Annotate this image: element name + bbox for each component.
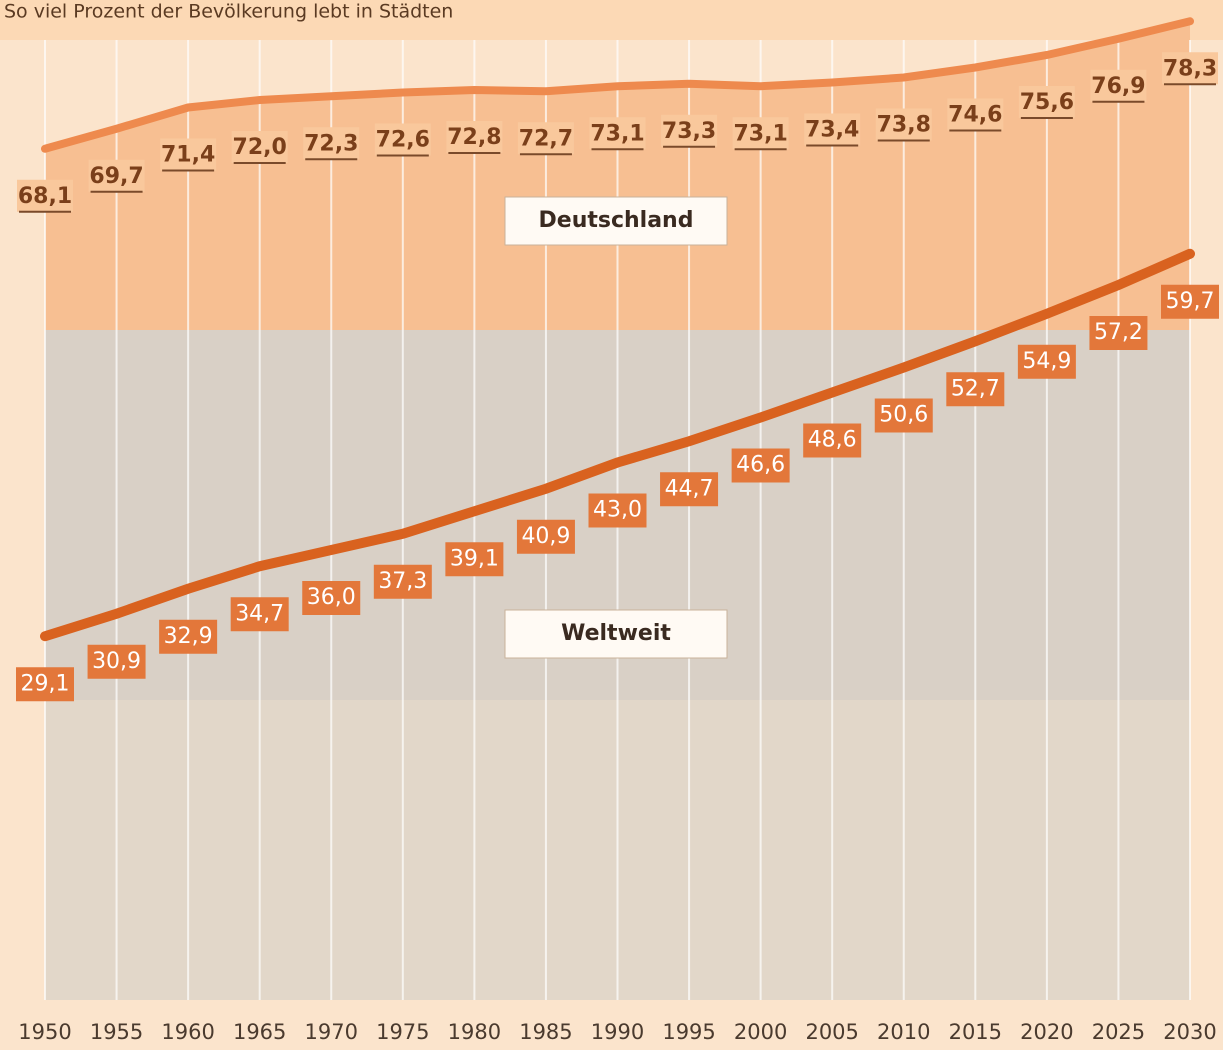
page: {"chart_data": {"type": "line", "subtitl… — [0, 0, 1223, 1050]
value-label: 30,9 — [92, 649, 141, 674]
x-tick-label: 1990 — [591, 1020, 644, 1044]
value-label: 71,4 — [161, 143, 215, 168]
value-label: 72,6 — [376, 128, 430, 153]
value-label: 76,9 — [1091, 74, 1145, 99]
value-label: 54,9 — [1022, 349, 1071, 374]
value-label: 46,6 — [736, 453, 785, 478]
x-tick-label: 1970 — [305, 1020, 358, 1044]
x-tick-label: 1995 — [662, 1020, 715, 1044]
value-label: 29,1 — [21, 671, 70, 696]
value-label: 68,1 — [18, 184, 72, 209]
value-label: 44,7 — [665, 476, 714, 501]
value-label: 75,6 — [1020, 90, 1074, 115]
value-label: 72,8 — [447, 125, 501, 150]
value-label: 36,0 — [307, 585, 356, 610]
value-label: 73,8 — [877, 113, 931, 138]
chart-subtitle: So viel Prozent der Bevölkerung lebt in … — [4, 1, 453, 23]
value-label: 48,6 — [808, 428, 857, 453]
value-label: 52,7 — [951, 376, 1000, 401]
value-label: 72,0 — [233, 135, 287, 160]
x-tick-label: 1960 — [161, 1020, 214, 1044]
value-label: 50,6 — [879, 403, 928, 428]
value-label: 43,0 — [593, 498, 642, 523]
value-label: 72,3 — [304, 131, 358, 156]
value-label: 37,3 — [378, 569, 427, 594]
x-tick-label: 2030 — [1163, 1020, 1216, 1044]
x-tick-label: 2015 — [949, 1020, 1002, 1044]
x-tick-label: 2020 — [1020, 1020, 1073, 1044]
x-tick-label: 1975 — [376, 1020, 429, 1044]
x-tick-label: 1955 — [90, 1020, 143, 1044]
x-tick-label: 1950 — [18, 1020, 71, 1044]
chart: So viel Prozent der Bevölkerung lebt in … — [0, 0, 1223, 1050]
x-tick-label: 1965 — [233, 1020, 286, 1044]
value-label: 73,3 — [662, 119, 716, 144]
x-tick-label: 1980 — [448, 1020, 501, 1044]
x-tick-label: 2000 — [734, 1020, 787, 1044]
x-tick-label: 2010 — [877, 1020, 930, 1044]
value-label: 73,1 — [590, 121, 644, 146]
value-label: 40,9 — [521, 524, 570, 549]
x-tick-label: 2005 — [805, 1020, 858, 1044]
legend-label: Weltweit — [561, 621, 671, 646]
value-label: 59,7 — [1166, 289, 1215, 314]
value-label: 34,7 — [235, 601, 284, 626]
x-tick-label: 2025 — [1092, 1020, 1145, 1044]
legend-label: Deutschland — [539, 208, 694, 233]
value-label: 39,1 — [450, 546, 499, 571]
value-label: 73,1 — [733, 121, 787, 146]
value-label: 74,6 — [948, 103, 1002, 128]
value-label: 69,7 — [89, 164, 143, 189]
value-label: 72,7 — [519, 126, 573, 151]
value-label: 73,4 — [805, 118, 859, 143]
value-label: 32,9 — [164, 624, 213, 649]
value-label: 57,2 — [1094, 320, 1143, 345]
x-tick-label: 1985 — [519, 1020, 572, 1044]
value-label: 78,3 — [1163, 56, 1217, 81]
